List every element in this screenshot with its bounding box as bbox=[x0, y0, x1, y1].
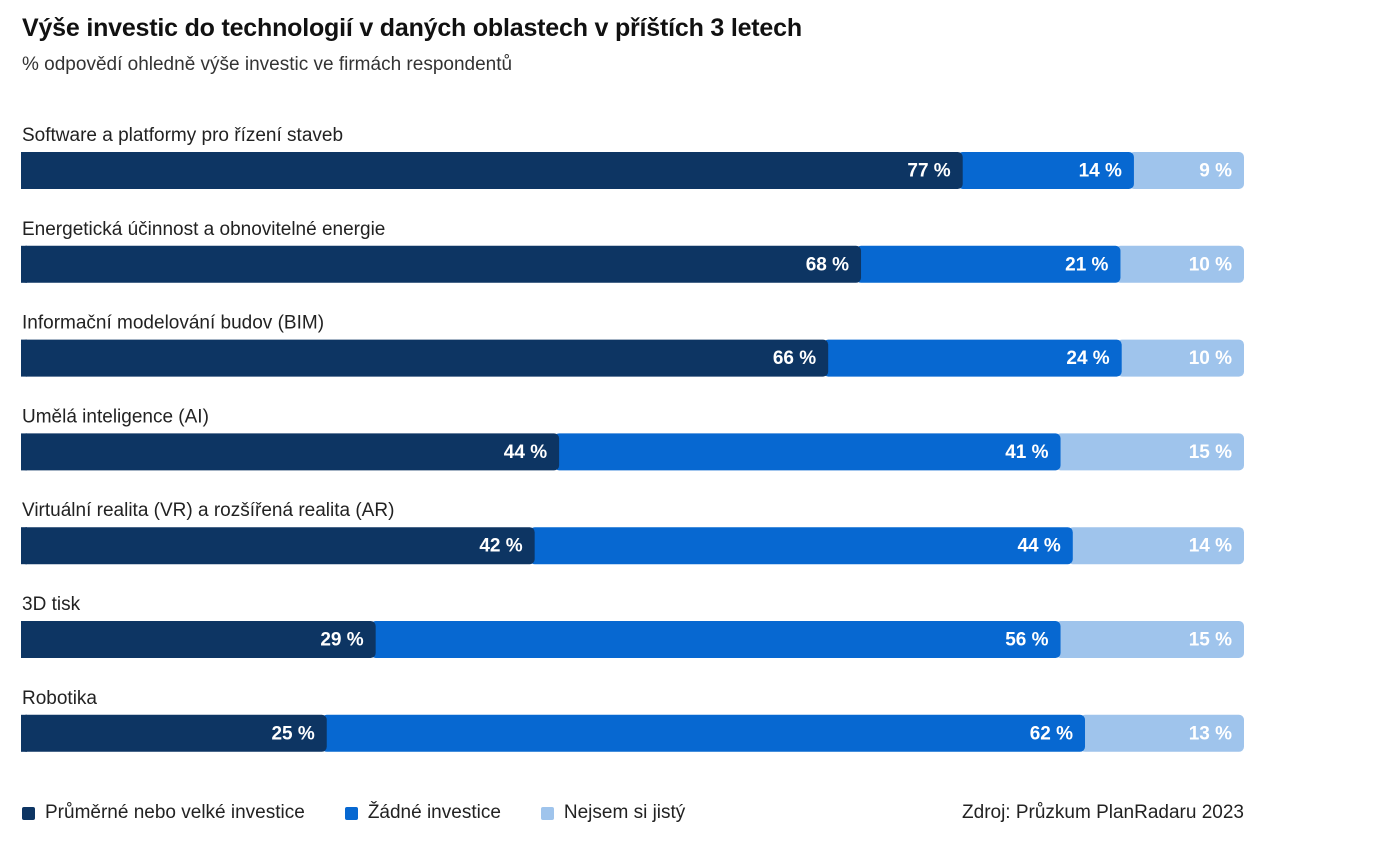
bar-segment-pr-m-rn-nebo-velk-investice bbox=[21, 152, 963, 189]
legend-item-series-2: Nejsem si jistý bbox=[540, 802, 686, 824]
data-label: 41 % bbox=[1005, 442, 1048, 463]
legend: Průměrné nebo velké investice Žádné inve… bbox=[22, 802, 725, 824]
legend-swatch-series-0 bbox=[22, 806, 35, 820]
bar-left-edge bbox=[21, 527, 27, 565]
data-label: 13 % bbox=[1189, 723, 1232, 744]
data-label: 29 % bbox=[320, 630, 363, 651]
data-label: 42 % bbox=[479, 536, 522, 557]
bar-segment-nejsem-si-jist- bbox=[1080, 714, 1244, 752]
legend-label-series-1: Žádné investice bbox=[367, 802, 501, 823]
bar-segment-nejsem-si-jist- bbox=[1116, 339, 1244, 377]
chart-subtitle: % odpovědí ohledně výše investic ve firm… bbox=[22, 54, 513, 75]
data-label: 10 % bbox=[1189, 254, 1232, 275]
bar-left-edge bbox=[21, 339, 27, 377]
category-label: Energetická účinnost a obnovitelné energ… bbox=[22, 219, 385, 240]
category-label: 3D tisk bbox=[22, 594, 81, 615]
data-label: 14 % bbox=[1189, 536, 1232, 557]
bar-segment-pr-m-rn-nebo-velk-investice bbox=[21, 245, 862, 283]
data-label: 24 % bbox=[1066, 348, 1109, 369]
bar-segment-pr-m-rn-nebo-velk-investice bbox=[21, 433, 560, 471]
bar-left-edge bbox=[21, 714, 27, 752]
bar-segment-pr-m-rn-nebo-velk-investice bbox=[21, 714, 327, 752]
bar-segment-nejsem-si-jist- bbox=[1115, 245, 1244, 283]
legend-item-series-1: Žádné investice bbox=[344, 802, 501, 824]
bar-segment-nejsem-si-jist- bbox=[1067, 527, 1244, 565]
bar-left-edge bbox=[21, 245, 27, 283]
data-label: 14 % bbox=[1079, 161, 1122, 182]
data-label: 10 % bbox=[1189, 348, 1232, 369]
bar-segment-nejsem-si-jist- bbox=[1055, 621, 1244, 658]
chart-title: Výše investic do technologií v daných ob… bbox=[22, 14, 802, 42]
legend-item-series-0: Průměrné nebo velké investice bbox=[22, 802, 305, 824]
data-label: 56 % bbox=[1005, 630, 1048, 651]
bar-segment--dn-investice bbox=[529, 527, 1073, 565]
bar-segment-pr-m-rn-nebo-velk-investice bbox=[21, 621, 376, 658]
category-label: Software a platformy pro řízení staveb bbox=[22, 125, 343, 146]
data-label: 62 % bbox=[1030, 723, 1073, 744]
stacked-bar-chart: Software a platformy pro řízení staveb 77… bbox=[21, 125, 1244, 752]
data-label: 21 % bbox=[1065, 254, 1108, 275]
data-label: 15 % bbox=[1189, 442, 1232, 463]
data-label: 44 % bbox=[504, 442, 547, 463]
legend-swatch-series-2 bbox=[540, 806, 554, 820]
data-label: 9 % bbox=[1199, 161, 1232, 182]
legend-label-series-2: Nejsem si jistý bbox=[563, 802, 686, 823]
bar-segment-pr-m-rn-nebo-velk-investice bbox=[21, 527, 535, 565]
bar-left-edge bbox=[21, 152, 27, 189]
bar-segment-nejsem-si-jist- bbox=[1055, 433, 1244, 471]
bar-left-edge bbox=[21, 433, 27, 471]
bar-left-edge bbox=[21, 621, 27, 658]
legend-label-series-0: Průměrné nebo velké investice bbox=[45, 802, 305, 823]
category-label: Virtuální realita (VR) a rozšířená reali… bbox=[22, 500, 394, 521]
category-label: Umělá inteligence (AI) bbox=[22, 406, 209, 427]
data-label: 66 % bbox=[773, 348, 816, 369]
bar-segment--dn-investice bbox=[321, 714, 1086, 752]
bar-segment--dn-investice bbox=[856, 245, 1121, 283]
data-label: 68 % bbox=[806, 254, 849, 275]
data-label: 77 % bbox=[907, 161, 950, 182]
bar-segment--dn-investice bbox=[554, 433, 1061, 471]
bar-segment--dn-investice bbox=[370, 621, 1061, 658]
data-label: 25 % bbox=[271, 723, 314, 744]
bar-segment--dn-investice bbox=[823, 339, 1122, 377]
bar-segment-pr-m-rn-nebo-velk-investice bbox=[21, 339, 829, 377]
bar-segment--dn-investice bbox=[957, 152, 1134, 189]
source-note: Zdroj: Průzkum PlanRadaru 2023 bbox=[962, 802, 1244, 823]
category-label: Robotika bbox=[22, 688, 97, 709]
bar-segment-nejsem-si-jist- bbox=[1128, 152, 1244, 189]
category-label: Informační modelování budov (BIM) bbox=[22, 313, 324, 334]
legend-swatch-series-1 bbox=[344, 806, 358, 820]
data-label: 44 % bbox=[1017, 536, 1060, 557]
data-label: 15 % bbox=[1189, 630, 1232, 651]
